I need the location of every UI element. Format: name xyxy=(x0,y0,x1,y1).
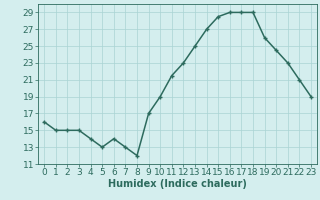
X-axis label: Humidex (Indice chaleur): Humidex (Indice chaleur) xyxy=(108,179,247,189)
